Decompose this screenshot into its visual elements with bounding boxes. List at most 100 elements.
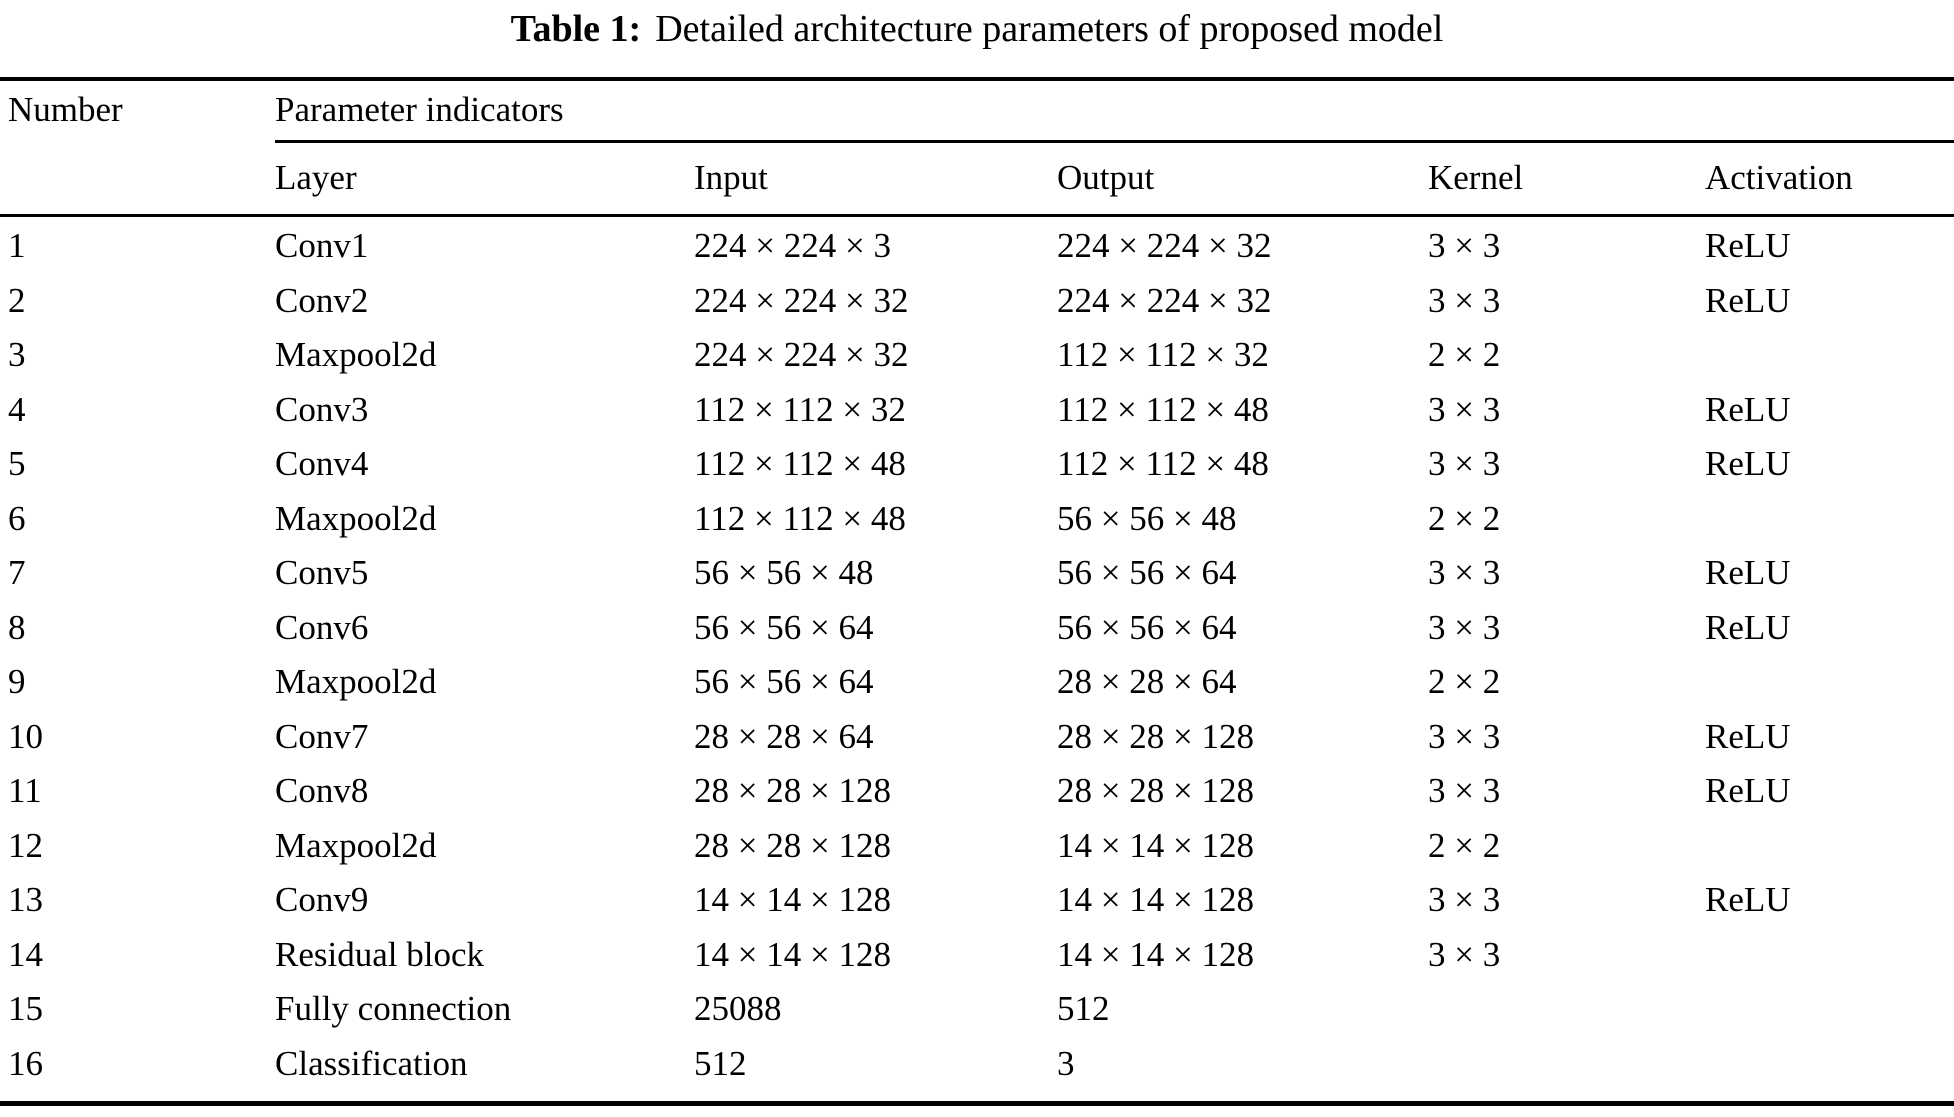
cell-number: 14: [8, 934, 43, 974]
column-header-layer: Layer: [275, 158, 357, 198]
table-row: 7 Conv5 56 × 56 × 48 56 × 56 × 64 3 × 3 ReLU: [0, 546, 1954, 601]
column-header-activation: Activation: [1705, 158, 1853, 198]
cell-number: 3: [8, 335, 26, 374]
table-row: 15 Fully connection 25088 512: [0, 982, 1954, 1037]
cell-layer: Maxpool2d: [275, 662, 437, 701]
subheader-underline-rule: [0, 214, 1954, 217]
table-row: 4 Conv3 112 × 112 × 32 112 × 112 × 48 3 × 3 R…: [0, 383, 1954, 438]
cell-layer: Fully connection: [275, 989, 512, 1028]
table-row: 8 Conv6 56 × 56 × 64 56 × 56 × 64 3 × 3 ReLU: [0, 601, 1954, 656]
cell-input: 56 × 56 × 48: [694, 553, 874, 592]
cell-layer: Conv3: [275, 389, 369, 429]
cell-number: 12: [8, 825, 43, 865]
cell-input: 56 × 56 × 64: [694, 662, 874, 701]
cell-activation: ReLU: [1705, 880, 1791, 919]
cell-output: 512: [1057, 989, 1110, 1028]
cell-layer: Conv4: [275, 444, 369, 483]
cell-input: 28 × 28 × 64: [694, 716, 874, 756]
table-subheader-row: Layer Input Output Kernel Activation: [0, 143, 1954, 214]
cell-input: 224 × 224 × 32: [694, 335, 909, 374]
cell-number: 15: [8, 989, 43, 1028]
cell-layer: Maxpool2d: [275, 825, 437, 865]
cell-layer: Conv6: [275, 607, 369, 647]
cell-activation: ReLU: [1705, 607, 1791, 647]
cell-activation: ReLU: [1705, 553, 1791, 592]
cell-kernel: 3 × 3: [1428, 553, 1501, 592]
cell-kernel: 3 × 3: [1428, 880, 1501, 919]
cell-kernel: 2 × 2: [1428, 662, 1501, 701]
cell-output: 28 × 28 × 64: [1057, 662, 1237, 701]
cell-activation: ReLU: [1705, 280, 1791, 320]
cell-input: 14 × 14 × 128: [694, 934, 891, 974]
cell-input: 112 × 112 × 32: [694, 389, 906, 429]
cell-number: 9: [8, 662, 26, 701]
cell-output: 28 × 28 × 128: [1057, 716, 1254, 756]
cell-output: 3: [1057, 1043, 1075, 1083]
cell-layer: Maxpool2d: [275, 335, 437, 374]
cell-input: 112 × 112 × 48: [694, 498, 906, 538]
cell-activation: ReLU: [1705, 389, 1791, 429]
table-row: 10 Conv7 28 × 28 × 64 28 × 28 × 128 3 × 3 ReL…: [0, 710, 1954, 765]
table-top-rule: [0, 77, 1954, 81]
cell-kernel: 2 × 2: [1428, 335, 1501, 374]
cell-layer: Conv1: [275, 226, 369, 265]
cell-output: 14 × 14 × 128: [1057, 934, 1254, 974]
cell-output: 56 × 56 × 64: [1057, 607, 1237, 647]
cell-layer: Conv8: [275, 771, 369, 810]
table-row: 11 Conv8 28 × 28 × 128 28 × 28 × 128 3 × 3 Re…: [0, 764, 1954, 819]
cell-activation: ReLU: [1705, 716, 1791, 756]
cell-output: 28 × 28 × 128: [1057, 771, 1254, 810]
cell-number: 7: [8, 553, 26, 592]
table-body: 1 Conv1 224 × 224 × 3 224 × 224 × 32 3 × 3 Re…: [0, 219, 1954, 1091]
cell-number: 5: [8, 444, 26, 483]
cell-kernel: 3 × 3: [1428, 934, 1501, 974]
cell-activation: ReLU: [1705, 444, 1791, 483]
cell-activation: ReLU: [1705, 226, 1791, 265]
table-row: 1 Conv1 224 × 224 × 3 224 × 224 × 32 3 × 3 Re…: [0, 219, 1954, 274]
cell-number: 16: [8, 1043, 43, 1083]
cell-number: 1: [8, 226, 26, 265]
cell-number: 10: [8, 716, 43, 756]
group-header-underline-rule: [275, 140, 1954, 143]
cell-output: 112 × 112 × 32: [1057, 335, 1269, 374]
cell-number: 13: [8, 880, 43, 919]
cell-kernel: 3 × 3: [1428, 389, 1501, 429]
cell-input: 224 × 224 × 3: [694, 226, 891, 265]
cell-input: 56 × 56 × 64: [694, 607, 874, 647]
table-row: 12 Maxpool2d 28 × 28 × 128 14 × 14 × 128 2 ×…: [0, 819, 1954, 874]
cell-input: 14 × 14 × 128: [694, 880, 891, 919]
cell-kernel: 3 × 3: [1428, 607, 1501, 647]
table-row: 6 Maxpool2d 112 × 112 × 48 56 × 56 × 48 2 × …: [0, 492, 1954, 547]
cell-output: 14 × 14 × 128: [1057, 880, 1254, 919]
cell-kernel: 2 × 2: [1428, 498, 1501, 538]
column-header-kernel: Kernel: [1428, 158, 1524, 198]
table-row: 13 Conv9 14 × 14 × 128 14 × 14 × 128 3 × 3 Re…: [0, 873, 1954, 928]
cell-layer: Conv7: [275, 716, 369, 756]
cell-input: 512: [694, 1043, 747, 1083]
cell-kernel: 3 × 3: [1428, 280, 1501, 320]
table-row: 2 Conv2 224 × 224 × 32 224 × 224 × 32 3 × 3 R…: [0, 274, 1954, 329]
cell-layer: Conv5: [275, 553, 369, 592]
cell-output: 224 × 224 × 32: [1057, 280, 1272, 320]
cell-input: 25088: [694, 989, 782, 1028]
cell-output: 14 × 14 × 128: [1057, 825, 1254, 865]
cell-layer: Conv9: [275, 880, 369, 919]
cell-output: 56 × 56 × 48: [1057, 498, 1237, 538]
cell-output: 112 × 112 × 48: [1057, 444, 1269, 483]
cell-layer: Conv2: [275, 280, 369, 320]
cell-output: 224 × 224 × 32: [1057, 226, 1272, 265]
table-row: 9 Maxpool2d 56 × 56 × 64 28 × 28 × 64 2 × 2: [0, 655, 1954, 710]
column-header-output: Output: [1057, 158, 1155, 198]
table-caption-text: Detailed architecture parameters of prop…: [655, 8, 1444, 50]
table-caption: Table 1: Detailed architecture parameters…: [0, 4, 1954, 54]
table-header-group-row: Number Parameter indicators: [0, 81, 1954, 140]
column-header-input: Input: [694, 158, 768, 198]
cell-layer: Residual block: [275, 934, 484, 974]
cell-number: 8: [8, 607, 26, 647]
cell-input: 28 × 28 × 128: [694, 825, 891, 865]
cell-layer: Classification: [275, 1043, 468, 1083]
cell-activation: ReLU: [1705, 771, 1791, 810]
cell-number: 6: [8, 498, 26, 538]
cell-number: 11: [8, 771, 42, 810]
